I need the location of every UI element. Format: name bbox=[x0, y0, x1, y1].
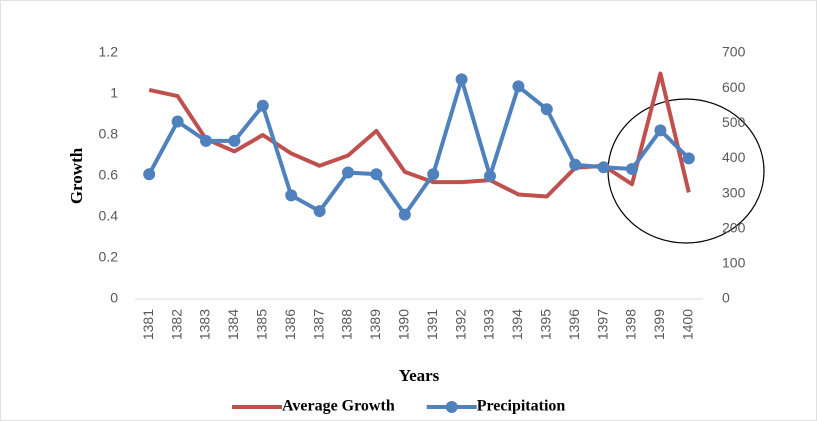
y-tick-label: 1.2 bbox=[99, 44, 119, 60]
y2-tick-label: 100 bbox=[722, 255, 746, 271]
y2-tick-label: 400 bbox=[722, 149, 746, 165]
x-tick-label: 1392 bbox=[452, 309, 468, 340]
y2-tick-label: 300 bbox=[722, 184, 746, 200]
x-tick-label: 1387 bbox=[310, 309, 326, 340]
point bbox=[228, 134, 241, 147]
x-tick-label: 1399 bbox=[651, 309, 667, 340]
x-tick-label: 1395 bbox=[538, 309, 554, 340]
x-tick-label: 1393 bbox=[481, 309, 497, 340]
x-tick-label: 1391 bbox=[424, 309, 440, 340]
point bbox=[540, 103, 553, 116]
point bbox=[569, 158, 582, 171]
point bbox=[285, 189, 298, 202]
y-tick-label: 0.2 bbox=[99, 249, 119, 265]
point bbox=[200, 134, 212, 147]
y2-tick-label: 200 bbox=[722, 219, 746, 235]
y2-tick-label: 0 bbox=[722, 290, 730, 306]
x-tick-label: 1384 bbox=[225, 309, 241, 340]
point bbox=[370, 168, 383, 181]
x-tick-label: 1388 bbox=[339, 309, 355, 340]
x-tick-label: 1394 bbox=[509, 309, 525, 340]
y-tick-label: 0.4 bbox=[99, 208, 119, 224]
point bbox=[484, 170, 496, 182]
x-tick-label: 1381 bbox=[140, 309, 156, 340]
x-axis-title: Years bbox=[399, 366, 440, 385]
point bbox=[313, 205, 326, 218]
y-tick-label: 0 bbox=[110, 290, 118, 306]
x-tick-label: 1400 bbox=[680, 309, 696, 340]
point bbox=[597, 161, 610, 174]
legend-label: Average Growth bbox=[282, 398, 395, 415]
y2-tick-label: 600 bbox=[722, 79, 746, 95]
legend-marker bbox=[445, 401, 458, 413]
point bbox=[682, 152, 695, 165]
point bbox=[512, 80, 525, 93]
x-tick-label: 1398 bbox=[623, 309, 639, 340]
legend-label: Precipitation bbox=[477, 398, 566, 415]
point bbox=[455, 73, 468, 86]
x-tick-label: 1396 bbox=[566, 309, 582, 340]
point bbox=[398, 208, 411, 221]
y2-tick-label: 700 bbox=[722, 44, 746, 60]
point bbox=[256, 99, 269, 112]
x-tick-label: 1389 bbox=[367, 309, 383, 340]
point bbox=[427, 168, 440, 181]
y-tick-label: 1 bbox=[110, 85, 118, 101]
x-tick-label: 1382 bbox=[168, 309, 184, 340]
point bbox=[143, 168, 156, 181]
x-tick-label: 1386 bbox=[282, 309, 298, 340]
y-tick-label: 0.6 bbox=[99, 167, 119, 183]
y-tick-label: 0.8 bbox=[99, 126, 119, 142]
y-axis-title: Growth bbox=[67, 147, 86, 204]
x-tick-label: 1390 bbox=[396, 309, 412, 340]
x-tick-label: 1397 bbox=[594, 309, 610, 340]
point bbox=[342, 166, 354, 179]
y2-tick-label: 500 bbox=[722, 114, 746, 130]
x-tick-label: 1383 bbox=[197, 309, 213, 340]
x-tick-label: 1385 bbox=[254, 309, 270, 340]
point bbox=[654, 124, 667, 137]
point bbox=[171, 115, 184, 128]
point bbox=[626, 162, 638, 175]
